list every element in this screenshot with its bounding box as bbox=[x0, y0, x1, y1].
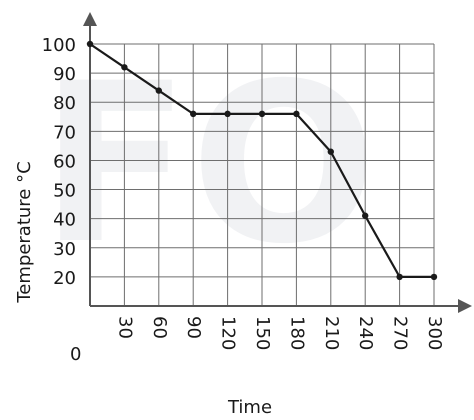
data-point bbox=[293, 110, 300, 118]
x-tick-label: 300 bbox=[424, 316, 445, 350]
x-tick-label: 90 bbox=[183, 316, 204, 339]
data-point bbox=[258, 110, 266, 118]
data-point bbox=[327, 148, 334, 155]
x-axis-arrow bbox=[458, 299, 472, 313]
x-tick-label: 60 bbox=[149, 316, 170, 339]
y-tick-label: 100 bbox=[42, 35, 76, 56]
data-point bbox=[121, 64, 128, 71]
data-point bbox=[155, 87, 162, 94]
series bbox=[86, 40, 438, 281]
origin-label: 0 bbox=[70, 344, 81, 365]
data-point bbox=[86, 40, 94, 48]
data-point bbox=[362, 212, 369, 219]
y-tick-label: 20 bbox=[53, 268, 76, 289]
axes bbox=[83, 12, 472, 313]
x-axis-title: Time bbox=[227, 397, 272, 418]
tick-labels: 20 30 40 50 60 70 80 90 100 30 60 90 120 150 180 210 240… bbox=[42, 35, 445, 350]
y-tick-label: 70 bbox=[53, 122, 76, 143]
x-tick-label: 30 bbox=[114, 316, 135, 339]
x-tick-label: 240 bbox=[355, 316, 376, 350]
x-tick-label: 210 bbox=[321, 316, 342, 350]
y-tick-label: 50 bbox=[53, 181, 76, 202]
y-axis-title: Temperature °C bbox=[14, 161, 35, 303]
data-point bbox=[190, 110, 197, 118]
y-tick-label: 90 bbox=[53, 64, 76, 85]
x-tick-label: 270 bbox=[390, 316, 411, 350]
x-tick-label: 120 bbox=[218, 316, 239, 350]
y-tick-label: 60 bbox=[53, 151, 76, 172]
watermark: FO bbox=[40, 36, 377, 292]
y-tick-label: 40 bbox=[53, 210, 76, 231]
x-tick-label: 180 bbox=[286, 316, 307, 350]
data-point bbox=[224, 110, 231, 118]
grid bbox=[90, 43, 435, 306]
y-tick-label: 80 bbox=[53, 93, 76, 114]
x-tick-label: 150 bbox=[252, 316, 273, 350]
data-point bbox=[430, 273, 438, 281]
y-axis-arrow bbox=[83, 12, 97, 26]
data-point bbox=[396, 273, 403, 281]
y-tick-label: 30 bbox=[53, 239, 76, 260]
